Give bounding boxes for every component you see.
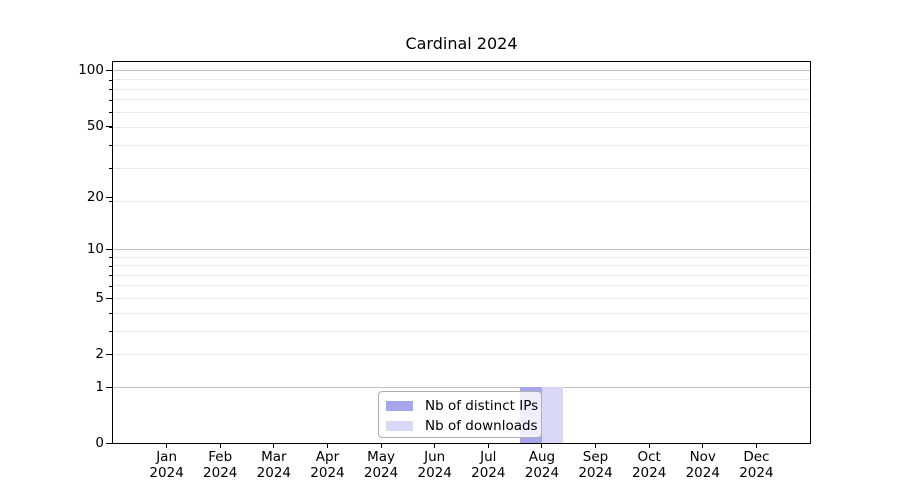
gridline-minor-y49 xyxy=(113,126,810,128)
xtick-label-nov: Nov 2024 xyxy=(685,449,720,481)
xtick-jun xyxy=(434,444,436,448)
ytick-minor-19 xyxy=(109,201,113,203)
xtick-label-dec: Dec 2024 xyxy=(739,449,774,481)
ytick-major-100 xyxy=(106,70,113,72)
gridline-minor-y3 xyxy=(113,330,810,332)
ytick-minor-6 xyxy=(109,285,113,287)
legend-entry-distinct-ips: Nb of distinct IPs xyxy=(386,396,541,416)
legend: Nb of distinct IPs Nb of downloads xyxy=(378,391,542,438)
ytick-minor-49 xyxy=(109,127,113,129)
ytick-major-10 xyxy=(106,249,113,251)
ytick-minor-9 xyxy=(109,257,113,259)
xtick-label-jul: Jul 2024 xyxy=(471,449,506,481)
ytick-label-100: 100 xyxy=(78,62,104,79)
xtick-label-mar: Mar 2024 xyxy=(256,449,292,481)
xtick-label-oct: Oct 2024 xyxy=(631,449,667,481)
gridline-minor-y19 xyxy=(113,200,810,202)
ytick-minor-59 xyxy=(109,112,113,114)
gridline-minor-y89 xyxy=(113,79,810,81)
ytick-major-0 xyxy=(106,443,113,444)
gridline-minor-y29 xyxy=(113,167,810,169)
ytick-minor-39 xyxy=(109,145,113,147)
xtick-feb xyxy=(219,444,221,448)
ytick-label-10: 10 xyxy=(86,241,104,258)
ytick-label-0: 0 xyxy=(95,435,104,451)
ytick-minor-69 xyxy=(109,99,113,101)
xtick-label-aug: Aug 2024 xyxy=(524,449,560,481)
legend-swatch-downloads xyxy=(386,421,413,431)
xtick-apr xyxy=(326,444,328,448)
ytick-label-20: 20 xyxy=(86,189,104,206)
xtick-label-sep: Sep 2024 xyxy=(578,449,613,481)
ytick-label-2: 2 xyxy=(95,346,104,363)
gridline-major-y1 xyxy=(113,386,810,388)
xtick-dec xyxy=(755,444,757,448)
ytick-minor-79 xyxy=(109,89,113,91)
ytick-label-5: 5 xyxy=(95,290,104,307)
gridline-minor-y59 xyxy=(113,111,810,113)
legend-label-downloads: Nb of downloads xyxy=(425,418,538,434)
chart-title: Cardinal 2024 xyxy=(405,34,518,53)
gridline-minor-y39 xyxy=(113,144,810,146)
ytick-major-2 xyxy=(106,354,113,356)
gridline-major-y10 xyxy=(113,248,810,250)
ytick-major-5 xyxy=(106,298,113,300)
ytick-label-50: 50 xyxy=(86,117,104,134)
xtick-nov xyxy=(702,444,704,448)
xtick-label-jun: Jun 2024 xyxy=(417,449,452,481)
gridline-minor-y2 xyxy=(113,353,810,355)
ytick-minor-7 xyxy=(109,275,113,277)
bar-nb-of-downloads-aug xyxy=(541,387,564,443)
xtick-label-jan: Jan 2024 xyxy=(149,449,184,481)
gridline-minor-y8 xyxy=(113,265,810,267)
xtick-aug xyxy=(541,444,543,448)
legend-label-distinct-ips: Nb of distinct IPs xyxy=(425,398,539,414)
ytick-major-50 xyxy=(106,125,113,127)
plot-area xyxy=(113,62,810,443)
gridline-major-y100 xyxy=(113,69,810,71)
ytick-minor-29 xyxy=(109,168,113,170)
xtick-sep xyxy=(595,444,597,448)
xtick-jul xyxy=(487,444,489,448)
gridline-minor-y4 xyxy=(113,312,810,314)
gridline-minor-y79 xyxy=(113,88,810,90)
gridline-minor-y6 xyxy=(113,285,810,287)
xtick-jan xyxy=(166,444,168,448)
gridline-minor-y5 xyxy=(113,297,810,299)
legend-entry-downloads: Nb of downloads xyxy=(386,416,541,436)
ytick-major-1 xyxy=(106,387,113,389)
xtick-mar xyxy=(273,444,275,448)
gridline-minor-y69 xyxy=(113,99,810,101)
legend-swatch-distinct-ips xyxy=(386,401,413,411)
gridline-minor-y7 xyxy=(113,274,810,276)
xtick-label-apr: Apr 2024 xyxy=(310,449,345,481)
ytick-minor-8 xyxy=(109,265,113,267)
xtick-label-may: May 2024 xyxy=(363,449,399,481)
ytick-minor-3 xyxy=(109,331,113,333)
ytick-label-1: 1 xyxy=(95,379,104,396)
gridline-minor-y9 xyxy=(113,256,810,258)
ytick-major-20 xyxy=(106,197,113,199)
xtick-may xyxy=(380,444,382,448)
ytick-minor-89 xyxy=(109,79,113,81)
ytick-minor-4 xyxy=(109,313,113,315)
xtick-label-feb: Feb 2024 xyxy=(203,449,238,481)
xtick-oct xyxy=(648,444,650,448)
